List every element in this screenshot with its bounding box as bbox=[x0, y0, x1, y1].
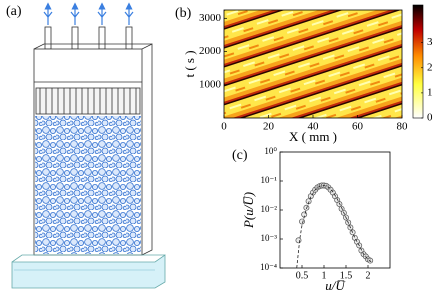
y-tick-label: 1000 bbox=[199, 78, 222, 90]
y-tick-label: 2000 bbox=[199, 45, 222, 57]
colorbar bbox=[412, 4, 424, 119]
y-tick-label: 10⁰ bbox=[264, 146, 277, 156]
x-tick-label: 0 bbox=[221, 121, 227, 133]
y-tick-label: 10⁻² bbox=[261, 204, 278, 214]
plot-frame bbox=[279, 151, 391, 269]
x-tick-label: 20 bbox=[263, 121, 275, 133]
y-axis-label: P(u/U̅) bbox=[241, 192, 256, 229]
colorbar-tick-label: 0 bbox=[427, 112, 433, 124]
x-tick-label: 80 bbox=[397, 121, 409, 133]
panel-label: (c) bbox=[232, 148, 248, 163]
colorbar-tick-label: 3 bbox=[427, 36, 433, 48]
colorbar-tick-label: 1 bbox=[427, 86, 433, 98]
y-tick-label: 3000 bbox=[199, 12, 222, 24]
colorbar-tick-label: 2 bbox=[427, 61, 433, 73]
data-point bbox=[299, 218, 305, 225]
y-tick-label: 10⁻³ bbox=[261, 233, 278, 243]
heatmap-image bbox=[223, 9, 403, 119]
x-tick-label: 1 bbox=[322, 270, 327, 281]
x-tick-label: 60 bbox=[352, 121, 364, 133]
x-tick-label: 1.5 bbox=[340, 270, 353, 281]
x-axis-label: X ( mm ) bbox=[289, 129, 337, 144]
x-tick-label: 40 bbox=[308, 121, 320, 133]
panel-label: (b) bbox=[175, 6, 192, 21]
x-tick-label: 2 bbox=[366, 270, 371, 281]
data-point bbox=[295, 237, 302, 244]
x-axis-label: u/U̅ bbox=[325, 278, 346, 291]
apparatus-diagram bbox=[11, 2, 166, 289]
y-tick-label: 10⁻⁴ bbox=[260, 262, 277, 272]
y-tick-label: 10⁻¹ bbox=[261, 175, 278, 185]
panel-label: (a) bbox=[6, 4, 22, 19]
fit-line bbox=[296, 185, 373, 269]
y-axis-label: t ( s ) bbox=[182, 50, 197, 77]
x-tick-label: 0.5 bbox=[296, 270, 309, 281]
